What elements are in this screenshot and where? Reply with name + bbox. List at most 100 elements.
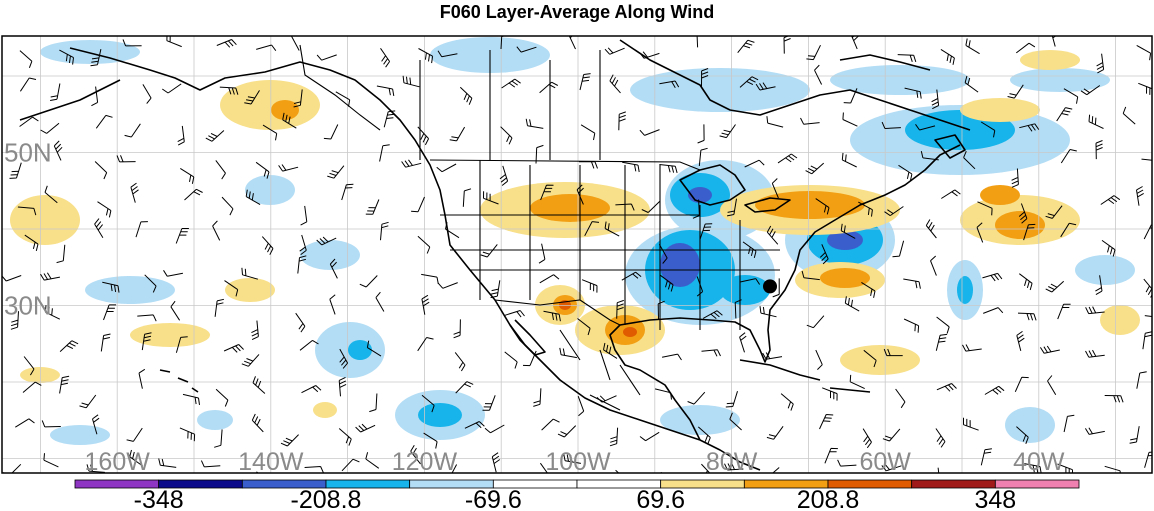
wind-barb [766,426,784,440]
wind-barb [863,349,877,368]
wind-barb [223,344,244,353]
wind-barb [17,206,37,216]
wind-barb [484,424,505,434]
wind-barb [903,278,921,289]
wind-barb [525,118,544,129]
wind-barb [449,126,466,142]
wind-barb [421,294,430,315]
wind-barb [40,272,60,281]
wind-barb [163,270,183,277]
wind-barb [300,205,308,226]
wind-barb [615,203,635,211]
wind-barb [341,458,360,472]
wind-barb [659,164,678,174]
wind-barb [538,243,546,264]
wind-barb [339,348,349,369]
wind-barb [338,376,347,397]
wind-barb [341,183,354,201]
wind-barb [214,298,225,317]
wind-barb [15,418,35,428]
wind-barb [1056,107,1073,122]
wind-barb [882,428,901,442]
map-title: F060 Layer-Average Along Wind [439,2,715,22]
wind-barb [436,163,457,173]
wind-barb [584,221,600,237]
wind-barb [851,36,860,50]
wind-barb [696,36,699,48]
lon-label: 80W [706,448,758,476]
wind-barb [162,83,182,94]
wind-barb [581,279,598,293]
colorbar-label: 69.6 [636,486,685,511]
wind-barb [535,144,544,164]
wind-barb [453,319,461,339]
wind-barb [1063,88,1079,104]
wind-barb [771,178,779,199]
wind-barb [501,78,521,89]
wind-barb [490,280,501,299]
wind-barb [762,352,783,360]
wind-barb [2,275,22,282]
wind-barb [402,75,420,88]
wind-barb [124,123,141,138]
wind-barb [661,353,682,361]
wind-barb [699,223,713,240]
wind-barb [455,381,474,394]
wind-barb [379,144,390,162]
wind-barb [411,196,425,213]
wind-barb [380,48,391,68]
wind-barb [883,348,903,357]
wind-barb [244,90,260,105]
wind-barb [976,222,984,243]
wind-barb [410,445,421,465]
wind-barb [884,206,904,217]
wind-barb [659,80,680,88]
wind-barb [1143,224,1152,240]
wind-barb [245,189,261,206]
wind-barb [596,395,617,403]
wind-barb [224,280,239,297]
wind-barb [977,201,993,216]
wind-barb [329,294,336,315]
wind-barb [1057,463,1073,473]
wind-barb [657,300,665,320]
longitude-labels: 160W 140W 120W 100W 80W 60W 40W [85,448,1065,476]
wind-barb [1088,114,1104,129]
wind-barb [94,161,108,180]
lon-label: 40W [1013,448,1065,476]
wind-barb [1141,158,1152,161]
wind-barb [540,184,554,201]
wind-barb [116,155,136,163]
wind-barb [980,448,992,466]
wind-barb [126,427,143,442]
wind-barb [881,121,901,129]
wind-barb [200,460,221,468]
wind-barb [9,162,22,179]
wind-barb [79,394,97,409]
wind-barb [142,84,152,104]
wind-barb [639,51,660,59]
wind-barb [1080,85,1101,96]
wind-barb [577,318,591,336]
wind-barb [1039,345,1060,354]
wind-barb [1122,106,1136,125]
wind-barb [335,91,351,107]
wind-barb [903,318,920,333]
lon-label: 120W [392,448,458,476]
wind-barb [920,150,939,161]
wind-barb [1060,149,1077,164]
wind-barb [1136,186,1144,206]
wind-barb [278,164,299,172]
wind-barb [557,425,577,438]
wind-barb [687,391,706,405]
lon-label: 140W [238,448,304,476]
wind-barb [766,116,784,128]
wind-barb [241,267,259,280]
wind-barb [658,243,668,264]
wind-barb [215,388,229,407]
wind-barb [729,412,742,431]
wind-barb [1016,426,1029,444]
wind-barb [533,388,542,407]
wind-barb [480,244,498,258]
wind-barb [499,165,509,186]
